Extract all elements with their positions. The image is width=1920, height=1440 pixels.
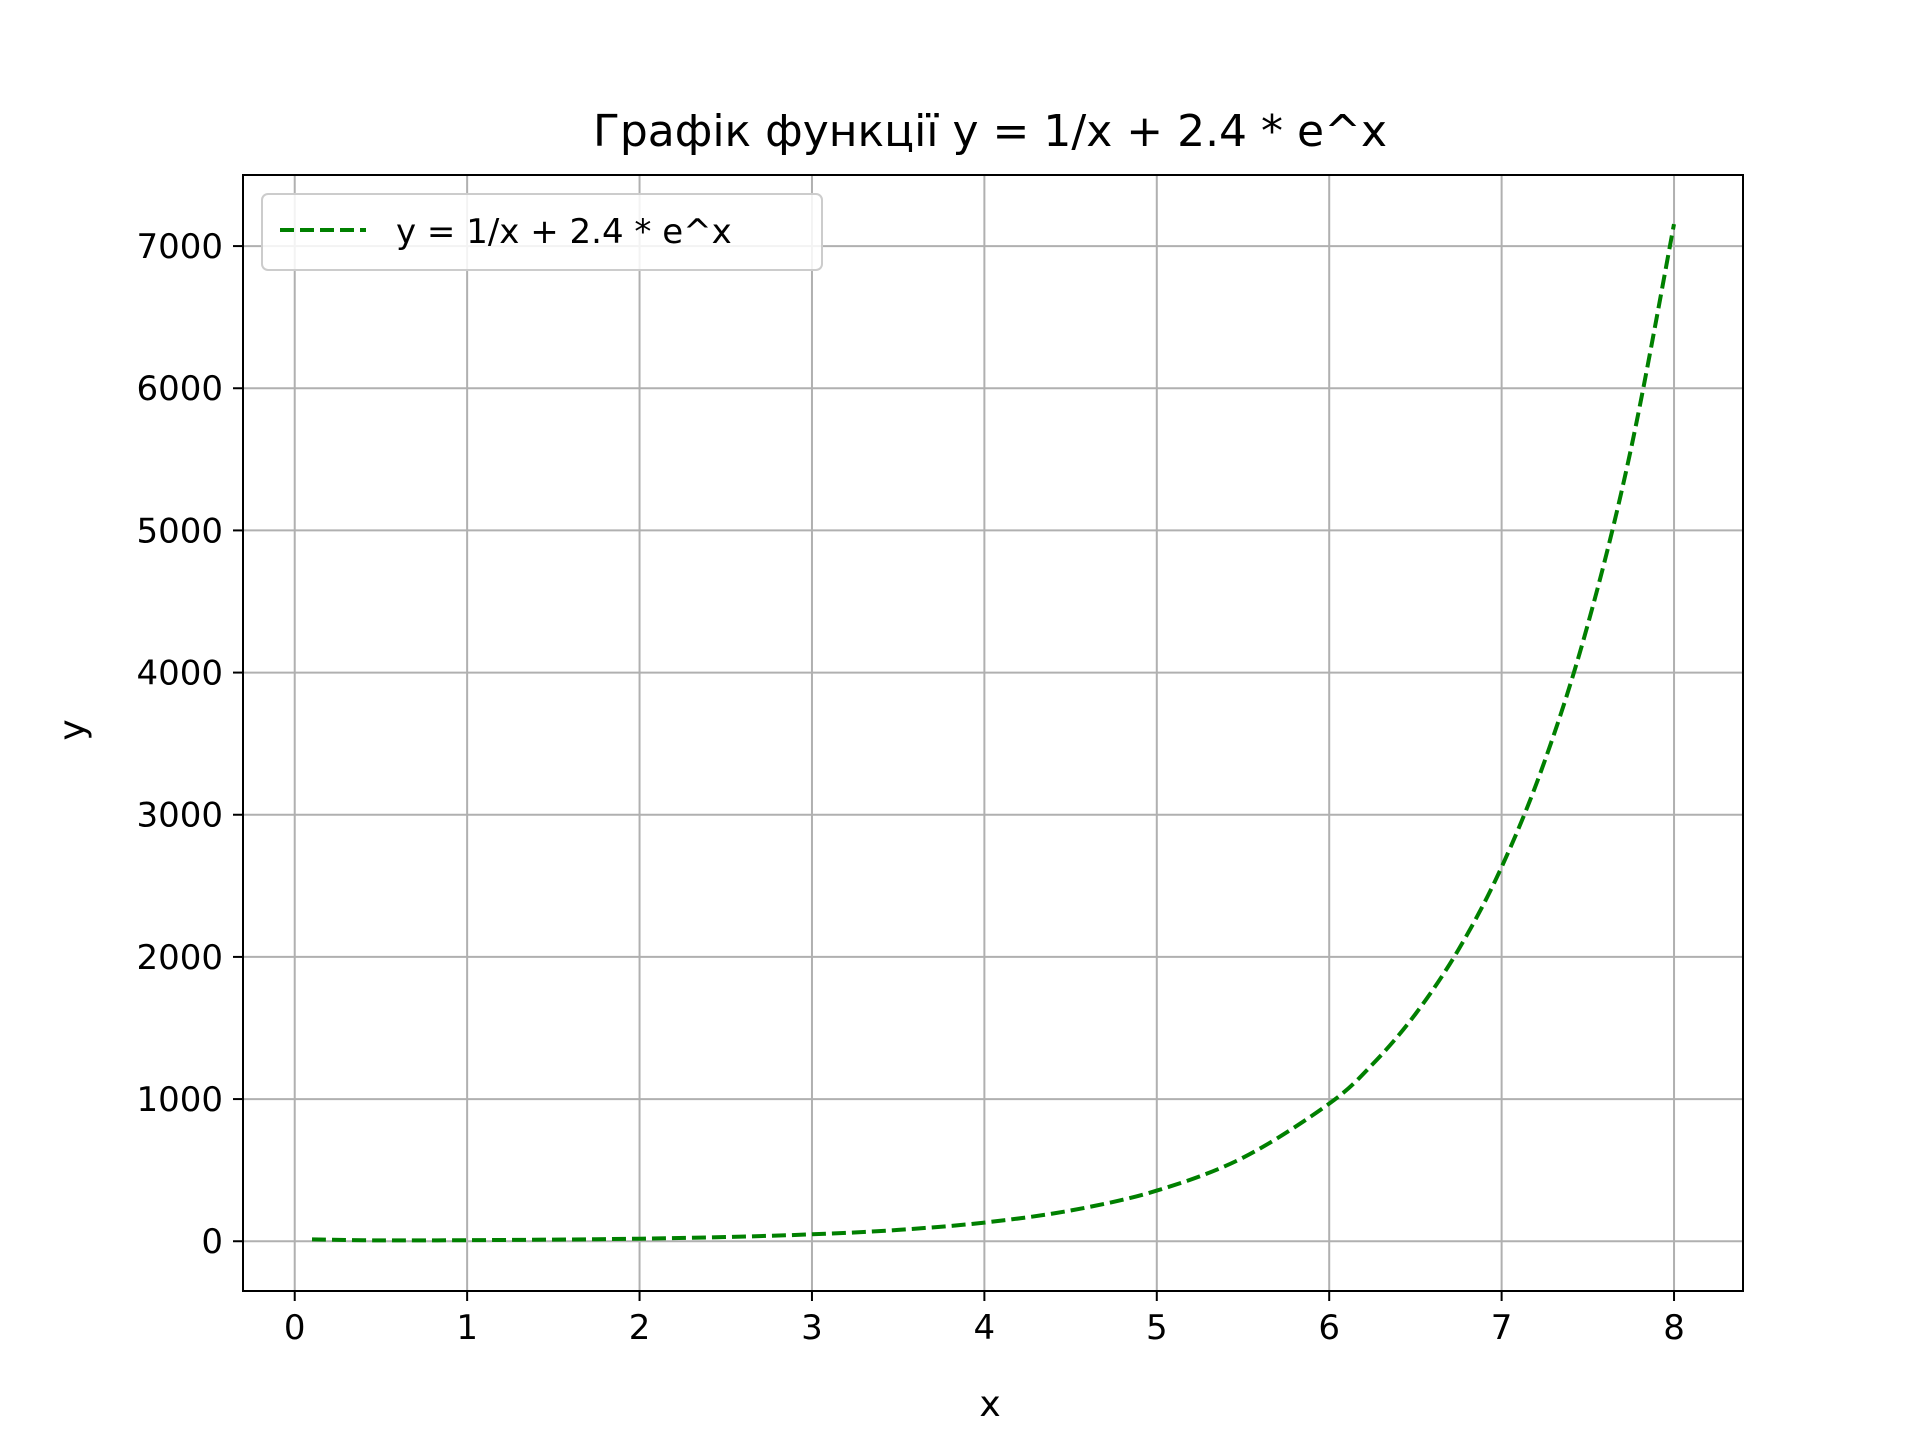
y-axis-label: y [52,719,93,740]
x-tick-label: 8 [1663,1308,1685,1348]
grid-lines [243,175,1743,1291]
plot-frame [242,174,1744,1292]
chart-title: Графік функції y = 1/x + 2.4 * e^x [593,106,1387,157]
y-tick-label: 1000 [136,1080,223,1120]
x-tick-label: 4 [974,1308,996,1348]
legend-box [261,193,823,271]
x-tick-label: 1 [456,1308,478,1348]
y-tick-label: 6000 [136,369,223,409]
x-axis-ticks: 0 1 2 3 4 5 6 7 8 [284,1291,1685,1348]
y-tick-label: 7000 [136,227,223,267]
y-tick-label: 0 [201,1222,223,1262]
x-axis-label: x [979,1384,1000,1425]
y-tick-label: 4000 [136,654,223,694]
legend-entry-label: y = 1/x + 2.4 * e^x [396,212,732,252]
y-axis-ticks: 0 1000 2000 3000 4000 5000 6000 7000 [136,227,243,1262]
series-line [311,223,1676,1243]
series-layer [311,223,1676,1243]
x-tick-label: 2 [629,1308,651,1348]
x-tick-label: 6 [1318,1308,1340,1348]
legend: y = 1/x + 2.4 * e^x [261,193,823,271]
x-tick-label: 7 [1491,1308,1513,1348]
y-tick-label: 5000 [136,511,223,551]
x-tick-label: 5 [1146,1308,1168,1348]
y-tick-label: 3000 [136,796,223,836]
y-tick-label: 2000 [136,938,223,978]
x-tick-label: 0 [284,1308,306,1348]
x-tick-label: 3 [801,1308,823,1348]
